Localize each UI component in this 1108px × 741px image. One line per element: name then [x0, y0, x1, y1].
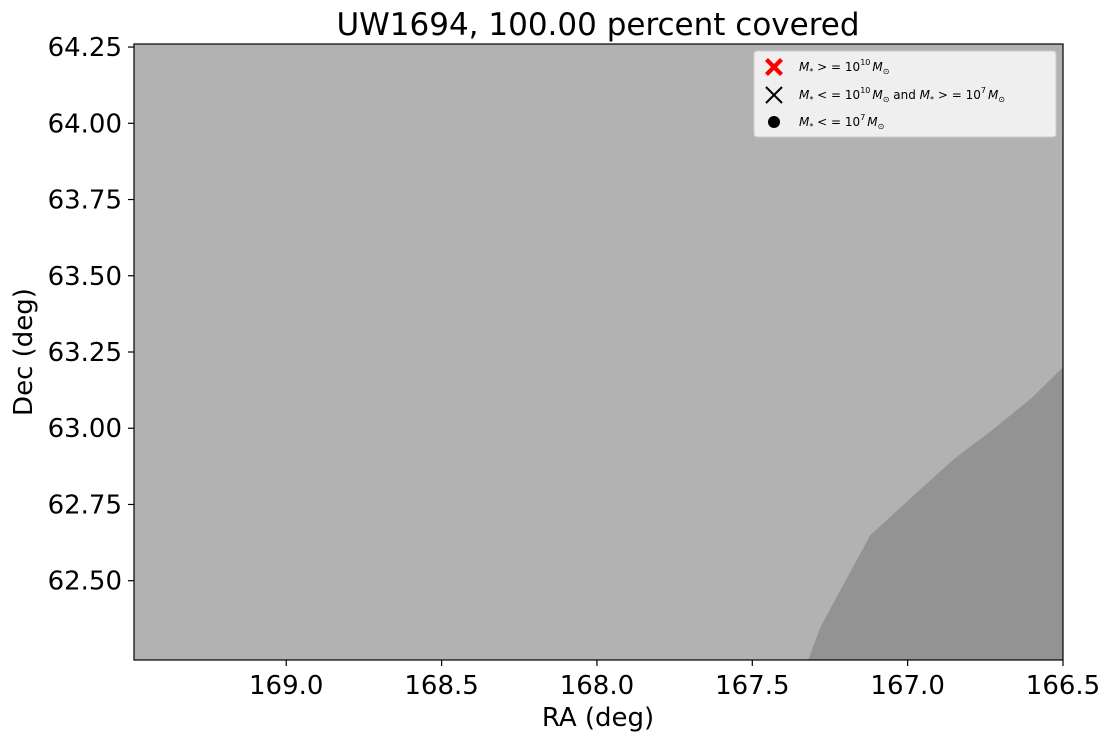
black-circle-marker — [768, 116, 780, 128]
y-tick-label: 63.50 — [48, 262, 122, 292]
y-tick-label: 63.25 — [48, 338, 122, 368]
y-axis: 62.50 62.75 63.00 63.25 63.50 63.75 64.00 64.25 — [48, 33, 134, 597]
x-axis: 169.0 168.5 168.0 167.5 167.0 166.5 — [249, 660, 1100, 701]
x-axis-label: RA (deg) — [542, 703, 654, 733]
legend-label-mid-mass: M* < = 1010 M⊙ and M* > = 107 M⊙ — [799, 86, 1005, 104]
chart-title: UW1694, 100.00 percent covered — [336, 7, 859, 43]
legend-label-high-mass: M* > = 1010 M⊙ — [799, 58, 889, 76]
legend-entry-low-mass: M* < = 107 M⊙ — [768, 113, 884, 131]
x-tick-label: 168.5 — [404, 671, 478, 701]
legend: M* > = 1010 M⊙ M* < = 1010 M⊙ and M* > = 1… — [753, 50, 1057, 138]
red-filled-x-marker — [765, 58, 783, 76]
y-tick-label: 64.00 — [48, 109, 122, 139]
y-tick-label: 62.50 — [48, 567, 122, 597]
y-axis-label: Dec (deg) — [9, 288, 39, 416]
legend-entry-mid-mass: M* < = 1010 M⊙ and M* > = 107 M⊙ — [765, 86, 1005, 104]
y-tick-label: 62.75 — [48, 490, 122, 520]
legend-entry-high-mass: M* > = 1010 M⊙ — [765, 58, 889, 76]
legend-box — [753, 50, 1057, 138]
coverage-region — [808, 367, 1063, 660]
black-x-marker — [765, 86, 783, 104]
x-tick-label: 169.0 — [249, 671, 323, 701]
legend-label-low-mass: M* < = 107 M⊙ — [799, 113, 884, 131]
x-tick-label: 167.5 — [715, 671, 789, 701]
y-tick-label: 64.25 — [48, 33, 122, 63]
x-tick-label: 168.0 — [560, 671, 634, 701]
x-tick-label: 167.0 — [870, 671, 944, 701]
y-tick-label: 63.00 — [48, 414, 122, 444]
x-tick-label: 166.5 — [1026, 671, 1100, 701]
y-tick-label: 63.75 — [48, 186, 122, 216]
